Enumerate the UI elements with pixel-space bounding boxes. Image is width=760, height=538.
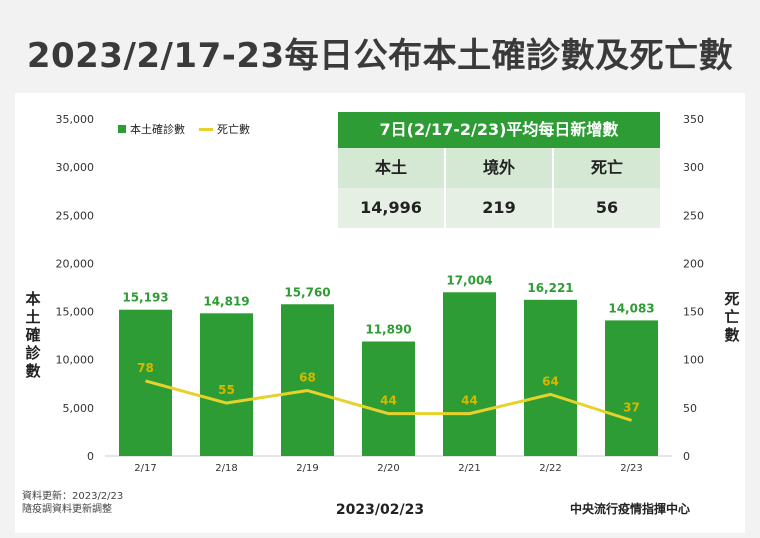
x-tick-label: 2/17 <box>134 463 156 474</box>
bar-value-label: 11,890 <box>365 323 411 337</box>
right-axis-label-char: 亡 <box>724 308 740 326</box>
bar-value-label: 14,083 <box>608 301 654 315</box>
legend-swatch-bar <box>118 125 126 133</box>
summary-values: 14,996 219 56 <box>338 188 660 228</box>
summary-col-imported: 境外 <box>444 148 552 188</box>
right-tick-label: 300 <box>683 161 704 174</box>
right-tick-label: 250 <box>683 209 704 222</box>
left-tick-label: 15,000 <box>56 306 95 319</box>
bar <box>443 292 496 456</box>
right-tick-label: 50 <box>683 402 697 415</box>
footer-date: 2023/02/23 <box>335 502 425 518</box>
bar-value-label: 15,760 <box>284 285 330 299</box>
summary-header: 7日(2/17-2/23)平均每日新增數 <box>338 112 660 148</box>
death-value-label: 55 <box>218 383 235 397</box>
x-tick-label: 2/22 <box>539 463 561 474</box>
left-axis-label: 本土確診數 <box>24 290 42 380</box>
footer-source: 中央流行疫情指揮中心 <box>569 502 690 516</box>
right-axis-label: 死亡數 <box>723 290 741 344</box>
summary-col-deaths: 死亡 <box>552 148 660 188</box>
left-tick-label: 10,000 <box>56 354 95 367</box>
x-tick-label: 2/23 <box>620 463 642 474</box>
left-axis-label-char: 確 <box>25 326 41 344</box>
bar-value-label: 14,819 <box>203 294 249 308</box>
x-tick-label: 2/18 <box>215 463 237 474</box>
left-axis-label-char: 數 <box>25 362 41 380</box>
left-tick-label: 20,000 <box>56 257 95 270</box>
death-value-label: 44 <box>380 394 397 408</box>
death-value-label: 64 <box>542 374 559 388</box>
legend-item-line: 死亡數 <box>199 121 250 137</box>
legend-label-bar: 本土確診數 <box>130 123 185 136</box>
summary-value-deaths: 56 <box>552 188 660 228</box>
legend: 本土確診數 死亡數 <box>118 121 250 137</box>
right-tick-label: 350 <box>683 113 704 126</box>
bar <box>524 299 577 456</box>
death-line <box>145 379 632 422</box>
bar <box>362 341 415 456</box>
death-value-label: 68 <box>299 371 316 385</box>
bar-value-label: 16,221 <box>527 281 573 295</box>
right-axis-label-char: 死 <box>724 290 740 308</box>
left-axis-label-char: 診 <box>25 344 41 362</box>
summary-col-local: 本土 <box>338 148 444 188</box>
x-tick-label: 2/20 <box>377 463 399 474</box>
left-tick-label: 5,000 <box>63 402 95 415</box>
summary-columns: 本土 境外 死亡 <box>338 148 660 188</box>
chart-title: 2023/2/17-23每日公布本土確診數及死亡數 <box>26 36 734 76</box>
legend-swatch-line <box>199 127 213 131</box>
bar <box>200 313 253 456</box>
left-tick-label: 30,000 <box>56 161 95 174</box>
bar-value-label: 15,193 <box>122 291 168 305</box>
legend-item-bar: 本土確診數 <box>118 121 185 137</box>
death-value-label: 78 <box>137 361 154 375</box>
right-tick-label: 150 <box>683 306 704 319</box>
left-axis-label-char: 本 <box>25 290 41 308</box>
summary-table: 7日(2/17-2/23)平均每日新增數 本土 境外 死亡 14,996 219… <box>338 112 660 228</box>
death-value-label: 44 <box>461 394 478 408</box>
right-tick-label: 200 <box>683 257 704 270</box>
right-axis-label-char: 數 <box>724 326 740 344</box>
bar <box>281 304 334 456</box>
right-tick-label: 0 <box>683 450 690 463</box>
legend-label-line: 死亡數 <box>217 123 250 136</box>
bar <box>605 320 658 456</box>
update-note: 資料更新：2023/2/23 隨疫調資料更新調整 <box>22 490 123 516</box>
bar <box>119 309 172 456</box>
left-axis-label-char: 土 <box>25 308 41 326</box>
bar-value-label: 17,004 <box>446 273 492 287</box>
left-tick-label: 25,000 <box>56 209 95 222</box>
update-line-2: 隨疫調資料更新調整 <box>22 504 112 515</box>
death-value-label: 37 <box>623 400 640 414</box>
update-line-1: 資料更新：2023/2/23 <box>22 491 124 502</box>
left-tick-label: 35,000 <box>56 113 95 126</box>
left-tick-label: 0 <box>87 450 94 463</box>
summary-value-local: 14,996 <box>338 188 444 228</box>
x-tick-label: 2/21 <box>458 463 480 474</box>
right-tick-label: 100 <box>683 354 704 367</box>
x-tick-label: 2/19 <box>296 463 318 474</box>
summary-value-imported: 219 <box>444 188 552 228</box>
